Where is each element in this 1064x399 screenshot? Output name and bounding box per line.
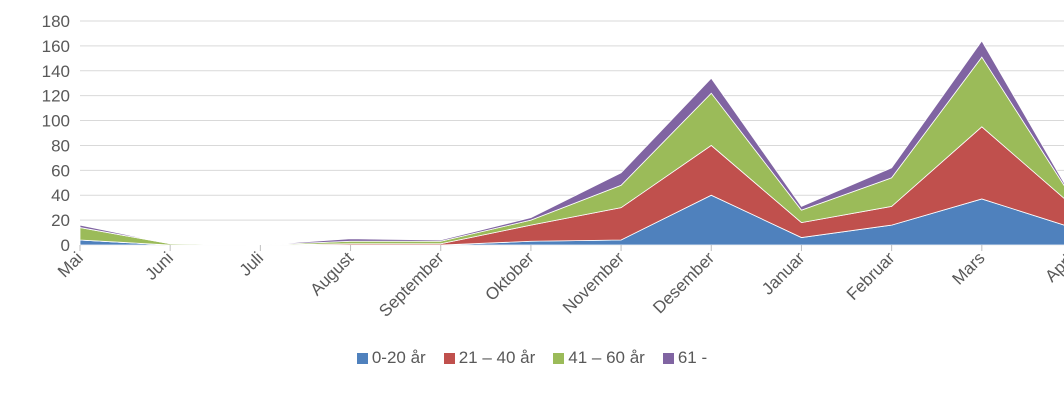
series-areas	[79, 40, 1064, 246]
y-tick-label: 80	[51, 136, 70, 155]
legend-item: 21 – 40 år	[443, 348, 536, 368]
y-tick-label: 40	[51, 186, 70, 205]
y-tick-label: 120	[42, 87, 70, 106]
y-axis-tick-labels: 0 20 40 60 80 100 120 140 160 180	[42, 12, 70, 255]
x-tick-label: August	[307, 248, 358, 299]
x-axis-tick-labels: Mai Juni Juli August September Oktober Novembe…	[54, 245, 1064, 321]
x-tick-label: Desember	[649, 248, 718, 317]
y-tick-label: 20	[51, 211, 70, 230]
legend-swatch	[553, 352, 565, 364]
stacked-area-chart: 0 20 40 60 80 100 120 140 160 180 Mai Juni Juli Augu…	[42, 12, 1064, 321]
y-tick-label: 140	[42, 62, 70, 81]
legend-swatch	[356, 352, 368, 364]
x-tick-label: Oktober	[482, 248, 538, 304]
legend: 0-20 år 21 – 40 år 41 – 60 år 61 -	[0, 348, 1064, 368]
x-tick-label: April	[1041, 248, 1064, 285]
legend-label: 0-20 år	[371, 348, 426, 367]
y-tick-label: 180	[42, 12, 70, 31]
legend-label: 41 – 60 år	[568, 348, 645, 367]
y-tick-label: 0	[61, 236, 70, 255]
y-tick-label: 100	[42, 112, 70, 131]
legend-label: 61 -	[677, 348, 708, 367]
x-tick-label: Juni	[142, 248, 177, 283]
x-tick-label: Mai	[54, 248, 87, 281]
legend-swatch	[662, 352, 674, 364]
x-tick-label: Mars	[948, 248, 988, 288]
x-tick-label: Februar	[843, 248, 899, 304]
x-tick-label: November	[559, 248, 628, 317]
y-tick-label: 160	[42, 37, 70, 56]
legend-item: 0-20 år	[356, 348, 426, 368]
x-tick-label: Juli	[236, 248, 267, 279]
legend-item: 61 -	[662, 348, 708, 368]
gridlines	[80, 20, 1064, 246]
x-tick-label: Januar	[758, 248, 808, 298]
legend-item: 41 – 60 år	[553, 348, 645, 368]
legend-swatch	[443, 352, 455, 364]
legend-label: 21 – 40 år	[458, 348, 536, 367]
y-tick-label: 60	[51, 161, 70, 180]
area-series-4	[79, 40, 1064, 246]
x-tick-label: September	[375, 248, 447, 320]
